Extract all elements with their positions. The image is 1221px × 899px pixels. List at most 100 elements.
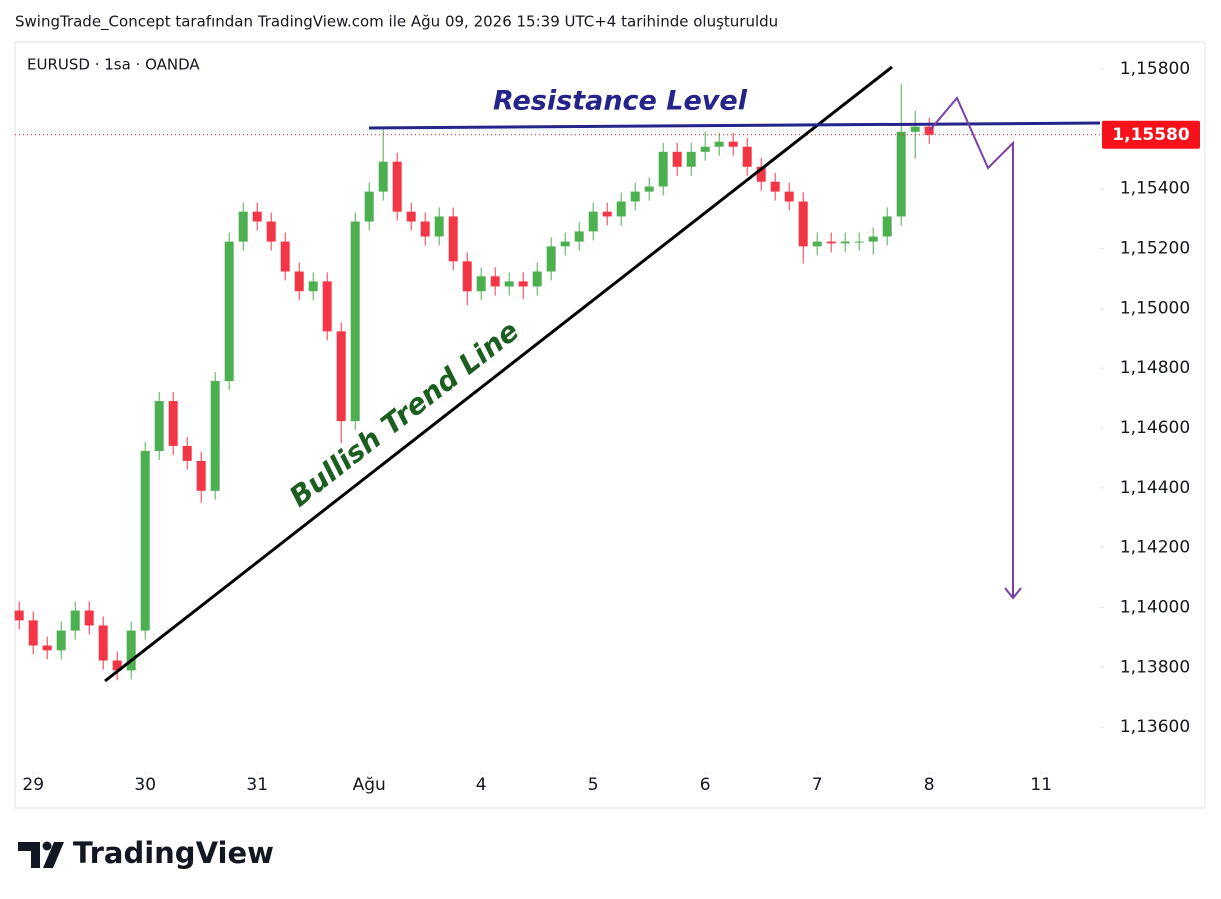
candle-body <box>350 221 360 422</box>
candle-body <box>252 211 262 222</box>
candle-body <box>630 191 640 202</box>
candle-body <box>294 271 304 292</box>
x-tick-label: 11 <box>1030 775 1052 795</box>
candle-body <box>224 241 234 382</box>
price-label-box <box>1102 120 1200 149</box>
candle-body <box>308 281 318 292</box>
candle-body <box>238 211 248 242</box>
candle-body <box>336 331 346 422</box>
candle-body <box>672 151 682 167</box>
candle-body <box>602 211 612 217</box>
candle-body <box>490 276 500 287</box>
trend-label: Bullish Trend Line <box>283 314 525 513</box>
candle-body <box>700 146 710 152</box>
y-tick-label: 1,15400 <box>1120 179 1190 199</box>
candle-body <box>532 271 542 287</box>
candle-body <box>714 141 724 147</box>
candle-body <box>154 401 164 452</box>
candle-body <box>560 241 570 247</box>
candle-body <box>840 241 850 244</box>
candle-body <box>98 625 108 661</box>
candle-body <box>196 460 206 491</box>
candle-body <box>728 141 738 147</box>
candle-body <box>812 241 822 247</box>
candle-body <box>364 191 374 222</box>
projection-arrowhead <box>1004 587 1022 600</box>
projection-path <box>929 96 1014 598</box>
candle-body <box>420 221 430 237</box>
logo-mark <box>18 841 64 868</box>
candle-body <box>854 241 864 243</box>
x-tick-label: 8 <box>924 775 935 795</box>
y-tick-label: 1,14000 <box>1120 598 1190 618</box>
candle-body <box>42 645 52 651</box>
candle-body <box>504 281 514 287</box>
candle-body <box>168 401 178 446</box>
symbol: EURUSD · 1sa · OANDA <box>27 56 200 74</box>
candle-body <box>896 131 906 217</box>
candle-body <box>266 221 276 242</box>
candle-body <box>924 126 934 135</box>
x-tick-label: 29 <box>22 775 44 795</box>
candle-body <box>448 216 458 262</box>
candle-body <box>742 146 752 167</box>
candle-body <box>140 451 150 631</box>
candle-body <box>574 231 584 242</box>
y-tick-label: 1,15000 <box>1120 298 1190 318</box>
candle-body <box>644 186 654 192</box>
candle-body <box>392 161 402 212</box>
chart-frame <box>14 41 1206 809</box>
candle-body <box>280 241 290 272</box>
y-tick-label: 1,13600 <box>1120 717 1190 737</box>
candle-body <box>868 236 878 242</box>
x-tick-label: 5 <box>588 775 599 795</box>
candle-body <box>84 610 94 626</box>
x-tick-label: Ağu <box>353 775 386 795</box>
y-tick-label: 1,14200 <box>1120 538 1190 558</box>
candle-body <box>70 610 80 631</box>
candle-body <box>406 211 416 222</box>
candle-body <box>28 620 38 646</box>
trend-line <box>104 65 893 683</box>
y-tick-label: 1,13800 <box>1120 657 1190 677</box>
candle-body <box>546 246 556 272</box>
candle-body <box>112 660 122 671</box>
x-tick-label: 30 <box>134 775 156 795</box>
resistance-label: Resistance Level <box>493 86 748 117</box>
y-tick-label: 1,14400 <box>1120 478 1190 498</box>
candle-body <box>798 201 808 247</box>
header: SwingTrade_Concept tarafından TradingVie… <box>15 13 778 32</box>
x-tick-label: 7 <box>812 775 823 795</box>
candle-body <box>770 181 780 192</box>
candle-body <box>476 276 486 292</box>
resistance-line <box>368 121 1101 130</box>
candle-body <box>686 151 696 167</box>
candle-body <box>182 445 192 461</box>
candle-body <box>518 281 528 287</box>
candle-body <box>616 201 626 217</box>
candle-body <box>462 261 472 292</box>
y-tick-label: 1,15800 <box>1120 59 1190 79</box>
candle-body <box>882 216 892 237</box>
candle-body <box>756 166 766 182</box>
y-tick-label: 1,15200 <box>1120 238 1190 258</box>
logo-text: TradingView <box>73 836 274 870</box>
candle-body <box>784 191 794 202</box>
x-tick-label: 31 <box>246 775 268 795</box>
candle-body <box>588 211 598 232</box>
candle-body <box>210 381 220 491</box>
candle-body <box>378 161 388 192</box>
candle-body <box>826 241 836 244</box>
candle-body <box>910 126 920 132</box>
candle-body <box>14 610 24 621</box>
x-tick-label: 6 <box>700 775 711 795</box>
x-tick-label: 4 <box>476 775 487 795</box>
y-tick-label: 1,14600 <box>1120 418 1190 438</box>
candle-body <box>322 281 332 332</box>
candle-body <box>434 216 444 237</box>
candle-body <box>658 151 668 187</box>
y-tick-label: 1,14800 <box>1120 358 1190 378</box>
candle-body <box>56 630 66 651</box>
